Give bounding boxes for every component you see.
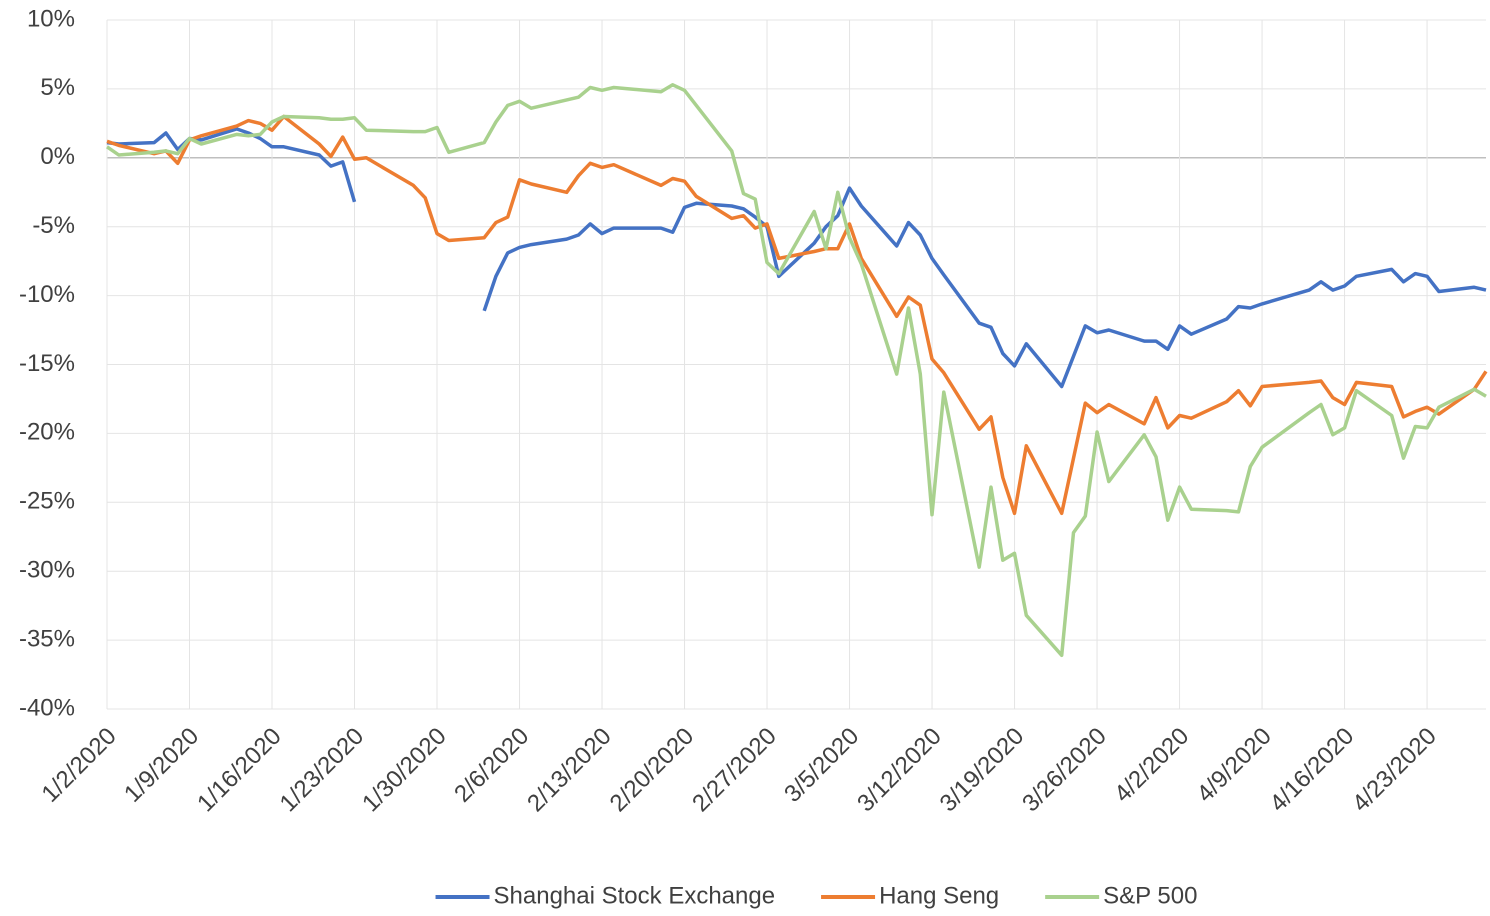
- y-tick-label: -5%: [32, 212, 75, 239]
- x-tick-label: 1/23/2020: [275, 723, 370, 818]
- x-tick-label: 3/19/2020: [935, 723, 1030, 818]
- y-tick-label: -35%: [19, 625, 75, 652]
- legend: Shanghai Stock Exchange Hang Seng S&P 500: [435, 882, 1197, 909]
- x-tick-label: 3/5/2020: [779, 723, 864, 808]
- y-tick-label: -10%: [19, 281, 75, 308]
- x-tick-label: 2/27/2020: [687, 723, 782, 818]
- x-tick-label: 2/6/2020: [449, 723, 534, 808]
- series-line: [106, 127, 1487, 389]
- y-tick-label: -15%: [19, 350, 75, 377]
- x-tick-label: 1/9/2020: [119, 723, 204, 808]
- y-tick-label: 0%: [40, 143, 75, 170]
- x-tick-label: 1/2/2020: [37, 723, 122, 808]
- x-tick-label: 4/2/2020: [1109, 723, 1194, 808]
- x-tick-label: 4/9/2020: [1192, 723, 1277, 808]
- x-tick-label: 2/13/2020: [522, 723, 617, 818]
- y-tick-label: 10%: [27, 5, 75, 32]
- x-tick-label: 2/20/2020: [605, 723, 700, 818]
- y-tick-label: -40%: [19, 694, 75, 721]
- x-tick-label: 1/16/2020: [192, 723, 287, 818]
- y-tick-label: -20%: [19, 419, 75, 446]
- x-tick-label: 1/30/2020: [357, 723, 452, 818]
- series-line: [106, 83, 1487, 658]
- x-tick-label: 3/12/2020: [852, 723, 947, 818]
- x-tick-label: 4/23/2020: [1347, 723, 1442, 818]
- x-tick-label: 3/26/2020: [1017, 723, 1112, 818]
- legend-label: Shanghai Stock Exchange: [494, 882, 776, 909]
- series-line: [106, 114, 1488, 516]
- y-tick-label: 5%: [40, 74, 75, 101]
- legend-label: S&P 500: [1103, 882, 1197, 909]
- y-tick-label: -30%: [19, 557, 75, 584]
- y-tick-label: -25%: [19, 488, 75, 515]
- legend-label: Hang Seng: [879, 882, 999, 909]
- x-tick-label: 4/16/2020: [1265, 723, 1360, 818]
